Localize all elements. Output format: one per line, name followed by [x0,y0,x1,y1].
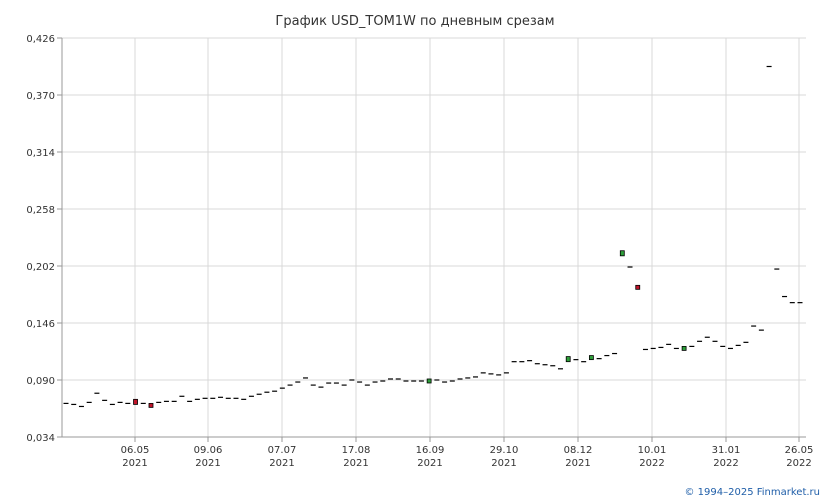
copyright-credit[interactable]: © 1994–2025 Finmarket.ru [684,487,820,498]
x-tick-year-label: 2021 [269,458,294,469]
y-tick-label: 0,258 [26,205,55,216]
y-tick-label: 0,034 [26,433,55,444]
candle-up [619,250,625,257]
y-tick-label: 0,202 [26,262,55,273]
candle-down [635,284,641,290]
x-tick-year-label: 2021 [565,458,590,469]
grid-lines [62,37,806,438]
x-axis-ticks: 06.05 2021 09.06 2021 07.07 2021 17.08 2021 16.0… [121,445,814,469]
x-tick-year-label: 2022 [786,458,811,469]
x-tick-year-label: 2021 [491,458,516,469]
x-tick-date-label: 07.07 [268,445,297,456]
x-tick-date-label: 10.01 [638,445,667,456]
x-tick-date-label: 09.06 [194,445,223,456]
x-tick-date-label: 17.08 [342,445,371,456]
candle-down [133,398,138,405]
x-tick-year-label: 2022 [639,458,664,469]
y-tick-label: 0,146 [26,319,55,330]
chart-title: График USD_TOM1W по дневным срезам [275,14,554,29]
x-tick-date-label: 31.01 [712,445,741,456]
y-tick-label: 0,314 [26,148,55,159]
price-marks [63,65,803,408]
x-tick-date-label: 16.09 [416,445,445,456]
y-tick-label: 0,370 [26,91,55,102]
x-tick-date-label: 29.10 [490,445,519,456]
x-tick-year-label: 2021 [195,458,220,469]
x-tick-year-label: 2021 [122,458,147,469]
candle-down [148,403,154,408]
candle-up [681,346,687,351]
x-tick-date-label: 26.05 [785,445,814,456]
y-tick-label: 0,090 [26,376,55,387]
candle-up [426,378,432,384]
x-tick-year-label: 2021 [417,458,442,469]
axes [57,37,806,442]
x-tick-date-label: 06.05 [121,445,150,456]
candle-up [565,356,571,363]
y-tick-label: 0,426 [26,34,55,45]
y-axis-ticks: 0,034 0,090 0,146 0,202 0,258 0,314 0,370 0,426 [26,34,55,444]
x-tick-year-label: 2021 [343,458,368,469]
x-tick-date-label: 08.12 [564,445,593,456]
x-tick-year-label: 2022 [713,458,738,469]
candle-up [588,355,594,361]
